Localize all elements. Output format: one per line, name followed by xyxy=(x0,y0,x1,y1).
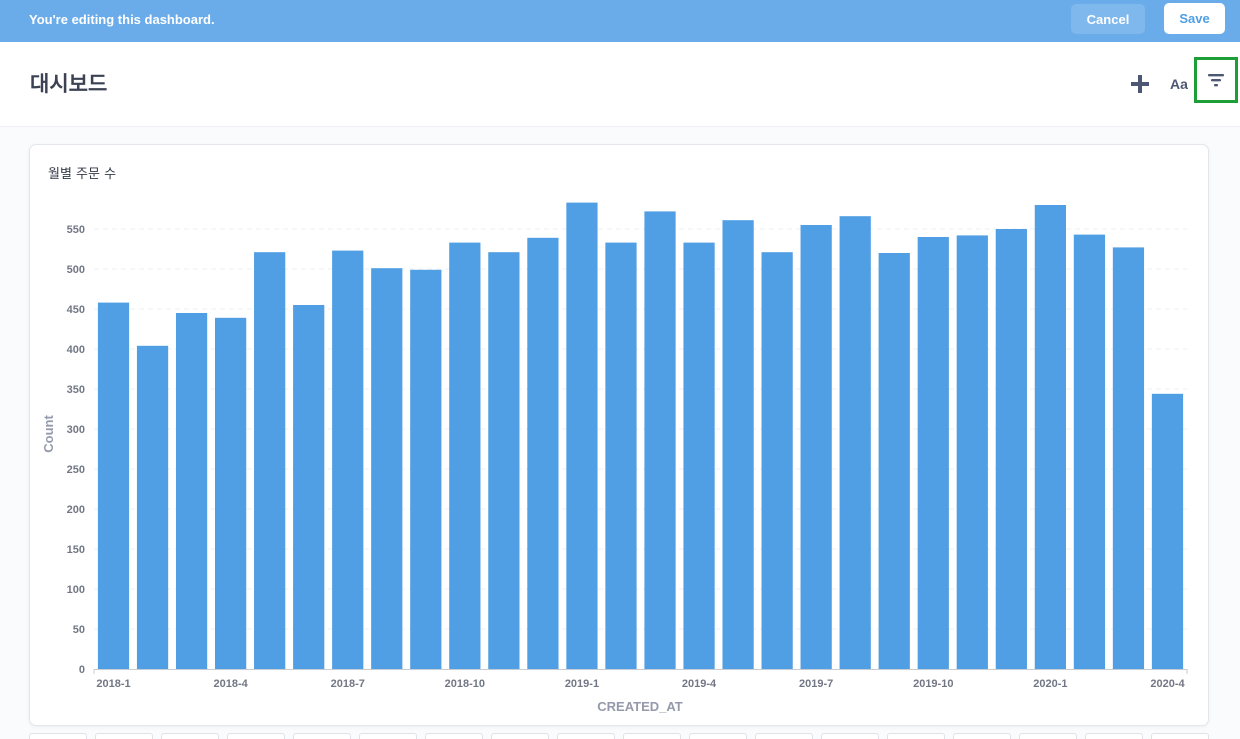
add-filter-button[interactable] xyxy=(1194,57,1238,103)
y-tick-label: 450 xyxy=(67,304,85,316)
y-tick-label: 550 xyxy=(67,224,85,236)
bar-2020-3 xyxy=(1112,247,1145,669)
bar-2018-9 xyxy=(410,269,442,669)
bar-2019-11 xyxy=(956,235,988,669)
y-tick-label: 350 xyxy=(67,384,85,396)
bar-2019-2 xyxy=(605,242,637,669)
bar-2018-11 xyxy=(488,252,520,669)
bar-2018-10 xyxy=(449,242,481,669)
bar-2019-5 xyxy=(722,220,754,669)
dashboard-header: 대시보드 Aa xyxy=(0,42,1240,127)
edit-mode-bar: You're editing this dashboard. Cancel Sa… xyxy=(0,0,1240,42)
bar-chart: 0 50 100 150 200 250 300 350 400 450 500 550 2018-1 2… xyxy=(41,202,1188,714)
x-tick-label: 2019-4 xyxy=(682,678,717,690)
y-tick-label: 250 xyxy=(67,464,85,476)
y-tick-label: 100 xyxy=(67,584,85,596)
x-tick-label: 2019-1 xyxy=(565,678,599,690)
x-tick-label: 2018-4 xyxy=(213,678,248,690)
bar-2019-10 xyxy=(917,237,949,669)
add-card-icon[interactable] xyxy=(1128,72,1152,96)
x-tick-label: 2018-7 xyxy=(331,678,365,690)
y-tick-label: 50 xyxy=(73,624,85,636)
x-tick-label: 2018-1 xyxy=(96,678,130,690)
bar-2019-7 xyxy=(800,225,832,669)
edit-mode-message: You're editing this dashboard. xyxy=(29,12,215,27)
x-tick-label: 2018-10 xyxy=(445,678,485,690)
bar-2020-1 xyxy=(1034,205,1066,669)
x-tick-label: 2019-7 xyxy=(799,678,833,690)
y-tick-label: 300 xyxy=(67,424,85,436)
bar-2018-2 xyxy=(136,345,169,669)
bar-2019-6 xyxy=(761,252,793,669)
add-text-box-button[interactable]: Aa xyxy=(1170,76,1188,92)
y-axis-label: Count xyxy=(41,415,56,453)
next-card-row xyxy=(29,733,1209,739)
x-tick-label: 2020-4 xyxy=(1150,678,1185,690)
bar-2018-7 xyxy=(332,250,364,669)
bar-2020-4 xyxy=(1151,393,1184,669)
bar-2018-3 xyxy=(175,313,208,669)
y-tick-label: 500 xyxy=(67,264,85,276)
bar-2018-4 xyxy=(215,317,247,669)
bar-2019-8 xyxy=(839,216,871,669)
filter-icon xyxy=(1208,74,1224,87)
bar-2019-4 xyxy=(683,242,715,669)
bar-2018-5 xyxy=(254,252,286,669)
bar-2020-2 xyxy=(1073,234,1106,669)
chart-card[interactable]: 월별 주문 수 0 50 100 150 200 250 300 350 400 450 500 55… xyxy=(29,144,1209,726)
bar-2018-8 xyxy=(371,268,403,669)
x-tick-label: 2020-1 xyxy=(1033,678,1067,690)
y-tick-label: 200 xyxy=(67,504,85,516)
bar-2019-1 xyxy=(566,202,598,669)
y-tick-label: 400 xyxy=(67,344,85,356)
save-button[interactable]: Save xyxy=(1164,3,1225,34)
bar-2019-3 xyxy=(644,211,676,669)
y-tick-label: 150 xyxy=(67,544,85,556)
cancel-button[interactable]: Cancel xyxy=(1071,4,1145,34)
x-axis-label: CREATED_AT xyxy=(597,699,683,714)
card-title: 월별 주문 수 xyxy=(48,167,117,182)
bar-2018-6 xyxy=(293,305,325,669)
bar-2019-12 xyxy=(995,229,1027,669)
bar-2019-9 xyxy=(878,253,910,669)
y-tick-label: 0 xyxy=(79,664,85,676)
x-tick-label: 2019-10 xyxy=(913,678,953,690)
page-title: 대시보드 xyxy=(30,72,108,96)
bar-2018-12 xyxy=(527,237,559,670)
bar-2018-1 xyxy=(97,302,130,669)
